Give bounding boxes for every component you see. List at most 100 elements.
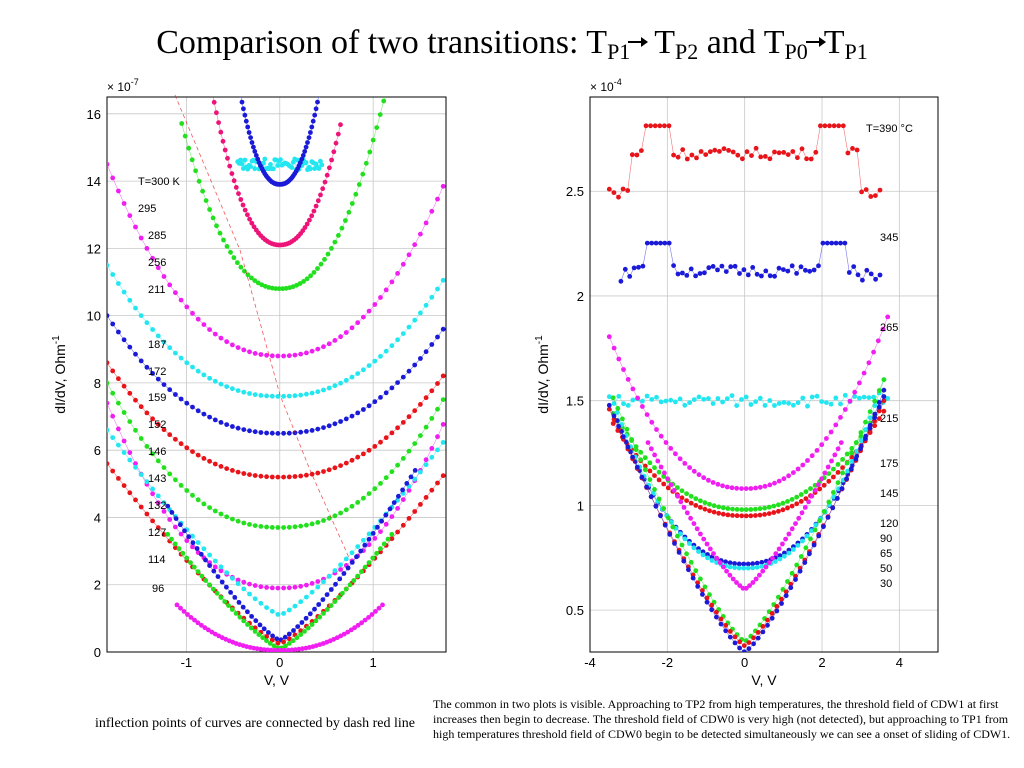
data-point [684, 491, 689, 497]
data-point [406, 488, 412, 493]
data-point [329, 246, 334, 251]
y-tick-label: 1 [577, 498, 584, 513]
data-point [269, 393, 275, 399]
data-point [286, 474, 292, 480]
temperature-label: 65 [880, 548, 892, 560]
data-point [281, 611, 286, 616]
data-point [303, 615, 309, 621]
data-point [286, 524, 292, 530]
data-point [724, 568, 729, 574]
data-point [321, 387, 326, 393]
data-point [825, 515, 831, 520]
data-point [684, 498, 689, 503]
series-line [181, 97, 386, 289]
data-point [753, 513, 758, 518]
data-point [332, 239, 338, 245]
data-point [845, 150, 851, 156]
data-point [606, 394, 612, 400]
x-tick-label: 2 [818, 655, 825, 670]
data-point [615, 406, 621, 411]
data-point [155, 265, 161, 271]
data-point [693, 568, 699, 574]
data-point [429, 208, 435, 214]
data-point [304, 350, 309, 356]
data-point [195, 569, 201, 574]
data-point [640, 263, 646, 269]
data-point [269, 430, 275, 436]
data-point [297, 281, 303, 286]
data-point [355, 320, 361, 326]
data-point [435, 480, 440, 486]
data-point [324, 172, 330, 178]
data-point [121, 450, 127, 455]
data-point [283, 643, 288, 649]
data-point [281, 639, 286, 645]
data-point [217, 230, 223, 236]
data-point [349, 201, 355, 206]
data-point [275, 612, 281, 617]
data-point [298, 632, 304, 637]
data-point [184, 360, 190, 366]
data-point [292, 393, 298, 399]
data-point [680, 270, 685, 276]
data-point [177, 522, 183, 528]
data-point [222, 147, 228, 153]
data-point [133, 397, 138, 403]
data-point [682, 402, 688, 408]
data-point [345, 565, 351, 571]
data-point [212, 417, 218, 423]
data-point [435, 447, 440, 453]
series-line [609, 400, 885, 646]
data-point [253, 153, 259, 158]
data-point [737, 645, 742, 651]
data-point [299, 620, 305, 625]
data-point [242, 157, 248, 163]
data-point [629, 437, 634, 442]
data-point [739, 397, 744, 402]
data-point [247, 581, 252, 587]
data-point [839, 486, 845, 491]
data-point [309, 622, 315, 627]
y-tick-label: 4 [94, 510, 101, 525]
data-point [201, 411, 207, 417]
data-point [876, 388, 882, 393]
data-point [218, 511, 224, 517]
data-point [255, 280, 261, 286]
data-point [691, 397, 697, 402]
data-point [293, 647, 298, 652]
data-point [313, 106, 319, 112]
data-point [248, 625, 254, 631]
data-point [658, 240, 663, 246]
data-point [871, 394, 876, 400]
data-point [343, 416, 349, 422]
data-point [289, 165, 295, 171]
data-point [611, 345, 617, 351]
data-point [734, 403, 740, 408]
data-point [362, 542, 368, 548]
data-point [389, 514, 395, 519]
data-point [406, 368, 412, 374]
data-point [794, 562, 800, 568]
data-point [653, 503, 659, 509]
data-point [235, 581, 241, 587]
data-point [138, 358, 144, 364]
x-tick-label: -4 [584, 655, 596, 670]
data-point [309, 124, 315, 130]
data-point [766, 504, 772, 510]
data-point [241, 427, 247, 432]
data-point [224, 384, 230, 389]
data-point [684, 551, 689, 557]
data-point [252, 278, 258, 283]
data-point [423, 457, 429, 463]
temperature-label: T=390 °C [866, 123, 913, 135]
data-point [723, 628, 729, 634]
data-point [138, 504, 144, 510]
data-point [743, 507, 749, 512]
data-point [378, 439, 383, 445]
data-point [821, 524, 826, 530]
data-point [280, 286, 286, 292]
data-point [235, 345, 241, 350]
data-point [675, 485, 680, 490]
data-point [383, 521, 389, 527]
